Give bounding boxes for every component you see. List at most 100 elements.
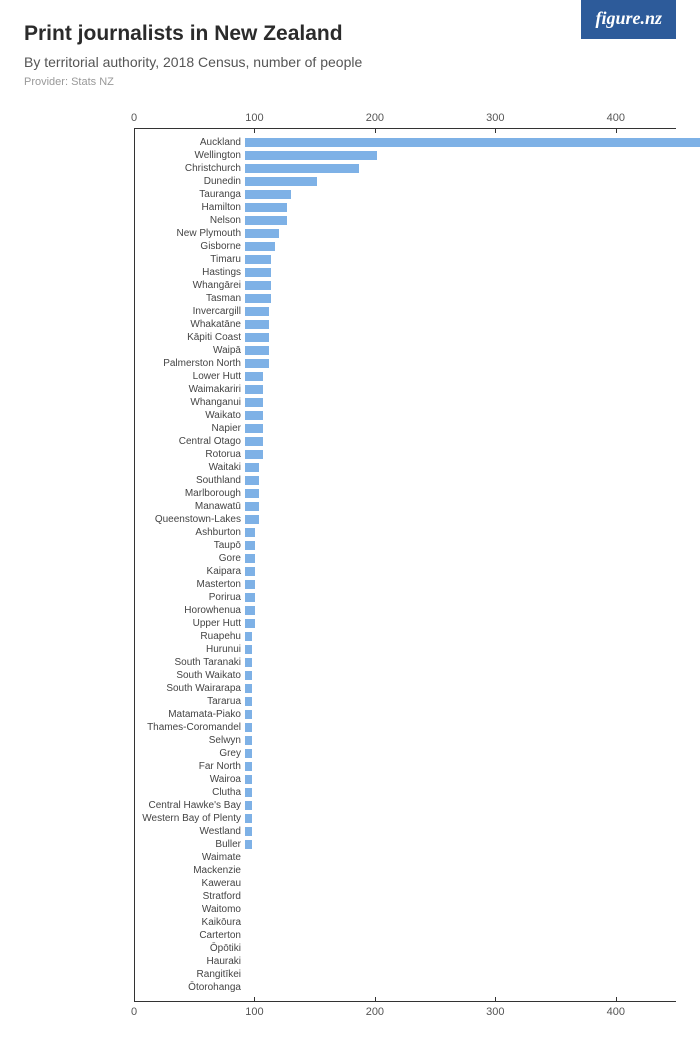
bar	[245, 619, 255, 628]
bar	[245, 749, 252, 758]
x-tick-mark	[254, 997, 255, 1002]
bar-row: Tauranga	[135, 188, 676, 201]
category-label: Palmerston North	[163, 359, 241, 369]
bar-row: Waimakariri	[135, 383, 676, 396]
bar-row: Napier	[135, 422, 676, 435]
category-label: Whakatāne	[190, 320, 241, 330]
bar	[245, 697, 252, 706]
bar-row: Central Otago	[135, 435, 676, 448]
category-label: Buller	[215, 840, 241, 850]
bar-row: Whangārei	[135, 279, 676, 292]
category-label: Ōtorohanga	[188, 983, 241, 993]
bar	[245, 489, 259, 498]
x-tick-label: 300	[486, 112, 504, 124]
bar-row: Ōtorohanga	[135, 981, 676, 994]
bar	[245, 359, 269, 368]
bar-row: Stratford	[135, 890, 676, 903]
category-label: Tararua	[207, 697, 241, 707]
figure-nz-logo: figure.nz	[581, 0, 676, 39]
category-label: Hauraki	[207, 957, 241, 967]
bar-row: Hauraki	[135, 955, 676, 968]
category-label: Kawerau	[202, 879, 241, 889]
bar	[245, 294, 271, 303]
bar-row: Rangitīkei	[135, 968, 676, 981]
bar-row: Hastings	[135, 266, 676, 279]
bar-row: Taupō	[135, 539, 676, 552]
category-label: Horowhenua	[184, 606, 241, 616]
category-label: Taupō	[214, 541, 241, 551]
bar-row: Waipā	[135, 344, 676, 357]
category-label: Upper Hutt	[193, 619, 241, 629]
category-label: Tauranga	[199, 190, 241, 200]
bar-row: Ōpōtiki	[135, 942, 676, 955]
plot-region: AucklandWellingtonChristchurchDunedinTau…	[134, 128, 676, 1002]
bar	[245, 164, 359, 173]
category-label: Stratford	[203, 892, 241, 902]
bar	[245, 281, 271, 290]
bar-row: Matamata-Piako	[135, 708, 676, 721]
bar	[245, 827, 252, 836]
bar-row: Western Bay of Plenty	[135, 812, 676, 825]
bar-row: Buller	[135, 838, 676, 851]
category-label: Hurunui	[206, 645, 241, 655]
category-label: Timaru	[210, 255, 241, 265]
x-tick-mark	[134, 997, 135, 1002]
bar	[245, 684, 252, 693]
bar-row: Whanganui	[135, 396, 676, 409]
bar-row: South Waikato	[135, 669, 676, 682]
category-label: Ruapehu	[200, 632, 241, 642]
bar-row: Dunedin	[135, 175, 676, 188]
bar-row: Waimate	[135, 851, 676, 864]
bar-row: Manawatū	[135, 500, 676, 513]
bar	[245, 723, 252, 732]
category-label: Southland	[196, 476, 241, 486]
bar-row: New Plymouth	[135, 227, 676, 240]
category-label: South Wairarapa	[166, 684, 241, 694]
bar	[245, 307, 269, 316]
category-label: Central Hawke's Bay	[149, 801, 242, 811]
bar	[245, 658, 252, 667]
bar	[245, 190, 291, 199]
bar	[245, 567, 255, 576]
bar	[245, 515, 259, 524]
bar-row: Waikato	[135, 409, 676, 422]
bar-row: South Taranaki	[135, 656, 676, 669]
category-label: Westland	[199, 827, 241, 837]
bar	[245, 593, 255, 602]
category-label: Waipā	[213, 346, 241, 356]
category-label: Invercargill	[193, 307, 241, 317]
bar-row: Horowhenua	[135, 604, 676, 617]
bar-row: Timaru	[135, 253, 676, 266]
bar	[245, 801, 252, 810]
x-axis-top: 0100200300400	[134, 100, 676, 128]
category-label: Kaipara	[207, 567, 241, 577]
bar-row: Upper Hutt	[135, 617, 676, 630]
bar	[245, 580, 255, 589]
category-label: Selwyn	[209, 736, 241, 746]
category-label: Whangārei	[193, 281, 241, 291]
bar-row: Selwyn	[135, 734, 676, 747]
category-label: Rangitīkei	[197, 970, 241, 980]
bar-row: Ruapehu	[135, 630, 676, 643]
category-label: Western Bay of Plenty	[142, 814, 241, 824]
bar	[245, 554, 255, 563]
category-label: Far North	[199, 762, 241, 772]
bar	[245, 333, 269, 342]
bar-row: Clutha	[135, 786, 676, 799]
bar	[245, 242, 275, 251]
bar-row: Far North	[135, 760, 676, 773]
bar-row: Auckland	[135, 136, 676, 149]
x-tick-label: 300	[486, 1006, 504, 1018]
bar-row: Queenstown-Lakes	[135, 513, 676, 526]
category-label: Marlborough	[185, 489, 241, 499]
category-label: Central Otago	[179, 437, 241, 447]
x-tick-label: 100	[245, 112, 263, 124]
bar-row: South Wairarapa	[135, 682, 676, 695]
category-label: Masterton	[197, 580, 241, 590]
category-label: Dunedin	[204, 177, 241, 187]
category-label: Kaikōura	[202, 918, 241, 928]
category-label: South Waikato	[176, 671, 241, 681]
bar	[245, 541, 255, 550]
bar	[245, 450, 263, 459]
bar	[245, 372, 263, 381]
